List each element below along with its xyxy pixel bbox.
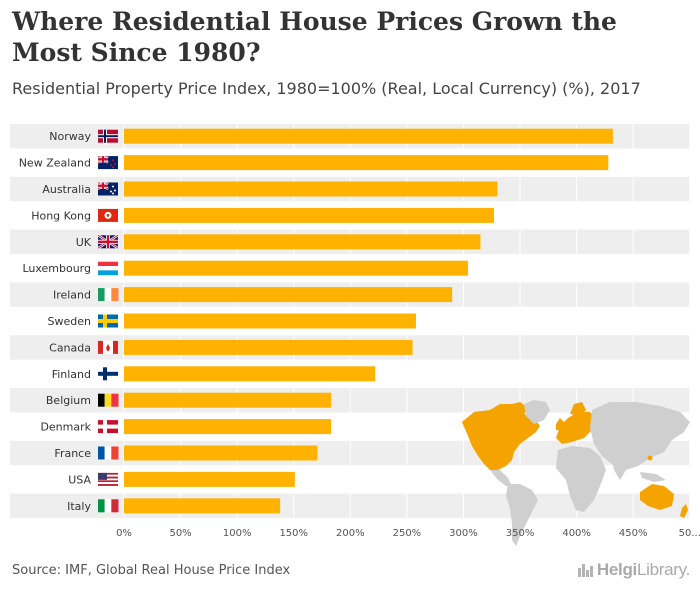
bar-italy — [124, 498, 281, 514]
x-tick-label: 0% — [116, 528, 132, 539]
flag-ireland-icon — [98, 288, 119, 302]
category-label: Luxembourg — [22, 262, 91, 275]
bar-new-zealand — [124, 155, 609, 171]
chart-title: Where Residential House Prices Grown the… — [12, 7, 617, 67]
map-north-america — [462, 402, 540, 470]
x-tick-label: 450% — [619, 528, 648, 539]
category-label: Finland — [52, 368, 91, 381]
x-tick-label: 250% — [393, 528, 422, 539]
chart-subtitle: Residential Property Price Index, 1980=1… — [12, 79, 641, 98]
bars — [124, 128, 613, 514]
bar-norway — [124, 128, 613, 144]
bar-ireland — [124, 287, 453, 303]
map-india — [612, 458, 626, 480]
flag-italy-icon — [98, 499, 119, 513]
flag-canada-icon — [98, 340, 118, 354]
category-label: Canada — [49, 341, 91, 354]
map-se-asia — [640, 472, 666, 482]
category-label: USA — [68, 473, 91, 486]
map-asia — [590, 402, 690, 470]
bar-usa — [124, 471, 295, 487]
map-greenland — [524, 400, 550, 424]
bar-canada — [124, 339, 413, 355]
map-south-america — [506, 484, 538, 546]
category-label: Sweden — [48, 315, 91, 328]
flag-denmark-icon — [98, 420, 118, 434]
flag-sweden-icon — [98, 314, 118, 328]
map-central-america — [490, 470, 512, 486]
x-tick-label: 350% — [506, 528, 535, 539]
map-new-zealand — [680, 504, 688, 518]
logo-icon — [577, 562, 594, 582]
flag-uk-icon — [97, 234, 119, 250]
map-hong-kong — [647, 455, 653, 461]
flag-new-zealand-icon — [97, 155, 118, 170]
category-label: Norway — [49, 130, 91, 143]
x-tick-label: 300% — [449, 528, 478, 539]
helgilibrary-logo: HelgiLibrary. — [577, 560, 690, 582]
bar-australia — [124, 181, 498, 197]
bar-france — [124, 445, 318, 461]
flag-luxembourg-icon — [98, 261, 118, 276]
category-label: France — [54, 447, 91, 460]
flag-belgium-icon — [98, 393, 119, 407]
bar-finland — [124, 366, 376, 382]
bar-denmark — [124, 419, 332, 435]
x-tick-label: 50... — [679, 528, 700, 539]
category-label: UK — [76, 236, 92, 249]
x-axis-ticks: 0% 50% 100% 150% 200% 250% 300% 350% 400% 450% 50.… — [116, 528, 700, 539]
category-label: Ireland — [53, 289, 91, 302]
category-labels: Norway New Zealand Australia Hong Kong UK Lux… — [19, 130, 92, 513]
flags — [97, 129, 119, 513]
bar-hong-kong — [124, 207, 495, 223]
category-label: Australia — [42, 183, 91, 196]
bar-sweden — [124, 313, 416, 329]
map-uk-ireland — [556, 418, 564, 430]
category-label: Belgium — [46, 394, 91, 407]
flag-norway-icon — [98, 129, 118, 143]
flag-france-icon — [98, 446, 119, 460]
category-label: New Zealand — [19, 157, 91, 170]
category-label: Denmark — [40, 421, 91, 434]
flag-hong-kong-icon — [98, 208, 118, 222]
map-australia — [640, 484, 674, 510]
world-map — [462, 400, 690, 546]
source-note: Source: IMF, Global Real House Price Ind… — [12, 563, 291, 578]
map-europe — [556, 412, 596, 444]
bar-luxembourg — [124, 260, 469, 276]
bar-belgium — [124, 392, 332, 408]
x-tick-label: 150% — [279, 528, 308, 539]
category-label: Italy — [67, 500, 91, 513]
x-tick-label: 200% — [336, 528, 365, 539]
map-africa — [556, 446, 606, 512]
map-scandinavia — [570, 402, 586, 416]
flag-usa-icon — [98, 472, 118, 486]
flag-australia-icon — [97, 181, 118, 196]
x-tick-label: 50% — [169, 528, 191, 539]
flag-finland-icon — [98, 367, 118, 381]
bar-uk — [124, 234, 481, 250]
x-tick-label: 100% — [223, 528, 252, 539]
x-tick-label: 400% — [562, 528, 591, 539]
category-label: Hong Kong — [31, 209, 91, 222]
